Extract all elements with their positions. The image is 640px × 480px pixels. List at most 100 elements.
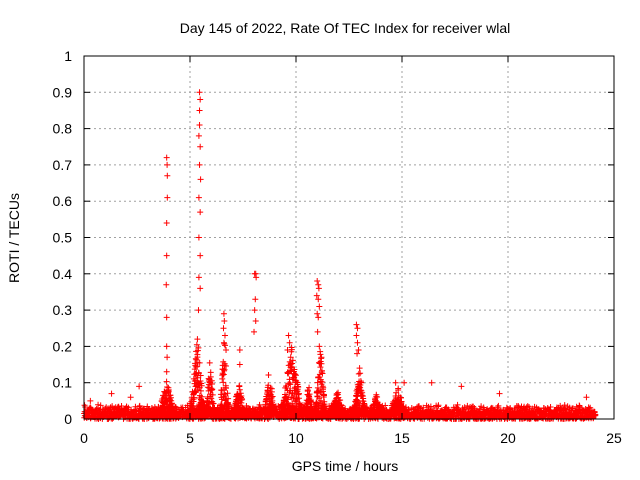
data-point <box>454 401 461 408</box>
data-point <box>217 411 224 418</box>
data-point <box>356 365 363 372</box>
data-point <box>401 379 408 386</box>
data-point <box>195 194 202 201</box>
data-point <box>221 367 228 374</box>
data-point <box>195 344 202 351</box>
data-point <box>427 403 434 410</box>
data-point <box>190 398 197 405</box>
data-point <box>420 404 427 411</box>
data-point <box>145 406 152 413</box>
data-point <box>315 281 322 288</box>
data-point <box>354 339 361 346</box>
data-point <box>197 143 204 150</box>
data-point <box>292 371 299 378</box>
data-point <box>354 325 361 332</box>
data-point <box>295 383 302 390</box>
data-point <box>341 411 348 418</box>
data-point <box>288 363 295 370</box>
data-point <box>361 400 368 407</box>
data-point <box>315 296 322 303</box>
data-point <box>196 359 203 366</box>
data-point <box>494 404 501 411</box>
data-point <box>194 336 201 343</box>
y-tick-label: 0 <box>64 411 72 427</box>
data-point <box>358 379 365 386</box>
data-point <box>355 370 362 377</box>
data-point <box>251 328 258 335</box>
data-point <box>195 234 202 241</box>
data-point <box>222 342 229 349</box>
y-tick-label: 0.1 <box>53 375 73 391</box>
data-point <box>223 347 230 354</box>
data-point <box>206 359 213 366</box>
data-point <box>238 399 245 406</box>
data-point <box>163 368 170 375</box>
data-point <box>352 410 359 417</box>
x-tick-label: 0 <box>80 430 88 446</box>
data-point <box>583 394 590 401</box>
x-axis-label: GPS time / hours <box>292 458 399 474</box>
y-tick-label: 1 <box>64 48 72 64</box>
data-point <box>236 386 243 393</box>
data-point <box>357 370 364 377</box>
data-point <box>252 317 259 324</box>
data-point <box>573 403 580 410</box>
data-point <box>428 379 435 386</box>
data-point <box>318 354 325 361</box>
data-point <box>190 402 197 409</box>
data-point <box>224 390 231 397</box>
data-point <box>317 351 324 358</box>
data-point <box>317 364 324 371</box>
data-point <box>127 394 134 401</box>
data-point <box>226 407 233 414</box>
data-point <box>320 384 327 391</box>
data-point <box>292 372 299 379</box>
data-point <box>218 401 225 408</box>
data-point <box>478 403 485 410</box>
data-point <box>355 347 362 354</box>
data-point <box>220 325 227 332</box>
y-tick-label: 0.3 <box>53 302 73 318</box>
data-point <box>291 371 298 378</box>
data-point <box>313 292 320 299</box>
data-point <box>196 107 203 114</box>
data-point <box>163 154 170 161</box>
data-point <box>464 402 471 409</box>
data-point <box>197 387 204 394</box>
data-point <box>211 411 218 418</box>
x-tick-label: 15 <box>394 430 410 446</box>
data-point <box>204 384 211 391</box>
data-point <box>238 392 245 399</box>
data-point <box>191 394 198 401</box>
data-point <box>118 403 125 410</box>
data-point <box>359 389 366 396</box>
data-point <box>285 332 292 339</box>
x-tick-label: 20 <box>500 430 516 446</box>
data-point <box>306 391 313 398</box>
data-point <box>193 341 200 348</box>
data-point <box>268 385 275 392</box>
data-point <box>289 357 296 364</box>
data-point <box>289 400 296 407</box>
data-point <box>337 397 344 404</box>
data-point <box>253 274 260 281</box>
data-point <box>108 390 115 397</box>
data-point <box>289 411 296 418</box>
data-point <box>314 379 321 386</box>
data-point <box>220 310 227 317</box>
data-point <box>320 391 327 398</box>
data-point <box>197 372 204 379</box>
chart-title: Day 145 of 2022, Rate Of TEC Index for r… <box>180 20 510 36</box>
data-point <box>268 394 275 401</box>
data-point <box>190 411 197 418</box>
data-point <box>163 252 170 259</box>
y-axis-label: ROTI / TECUs <box>6 193 22 283</box>
data-point <box>287 354 294 361</box>
data-point <box>458 383 465 390</box>
data-point <box>164 172 171 179</box>
data-point <box>163 378 170 385</box>
data-point <box>392 379 399 386</box>
data-point <box>316 303 323 310</box>
data-point <box>524 403 531 410</box>
